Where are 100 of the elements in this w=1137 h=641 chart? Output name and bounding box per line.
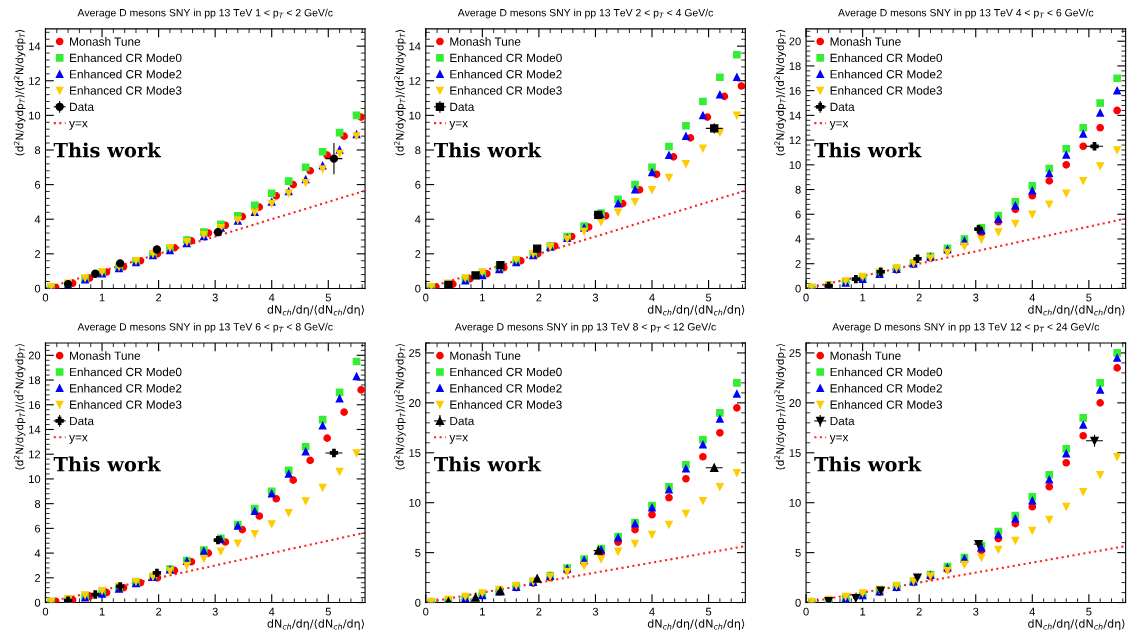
y-tick-label: 10	[29, 111, 41, 120]
legend-label: Enhanced CR Mode2	[70, 69, 182, 79]
legend-label: Enhanced CR Mode3	[450, 400, 562, 409]
y-tick-label: 2	[35, 250, 41, 258]
y-tick-label: 8	[34, 499, 41, 508]
y-tick-label: 10	[789, 498, 801, 507]
legend-label: y=x	[829, 121, 849, 130]
legend-label: Enhanced CR Mode3	[450, 86, 562, 95]
x-tick-label: 2	[916, 607, 922, 616]
y-tick-label: 14	[409, 42, 421, 51]
x-tick-label: 0	[803, 607, 809, 616]
y-tick-label: 6	[35, 180, 41, 189]
x-tick-label: 0	[42, 293, 49, 302]
legend-label: Enhanced CR Mode0	[830, 53, 943, 63]
x-axis-title: dN$_{ch}$/dη/⟨dN$_{ch}$/dη⟩	[267, 619, 364, 630]
y-tick-label: 6	[795, 210, 801, 219]
annotation: This work	[53, 142, 161, 158]
chart-title: Average D mesons SNY in pp 13 TeV 2 < p$_{T}$ < 4 GeV/c	[457, 8, 714, 19]
x-tick-label: 4	[268, 293, 275, 302]
x-tick-label: 4	[268, 607, 275, 616]
x-axis-title: dN$_{ch}$/dη/⟨dN$_{ch}$/dη⟩	[267, 305, 364, 316]
legend-label: Enhanced CR Mode2	[70, 383, 182, 393]
x-tick-label: 2	[156, 607, 162, 616]
y-tick-label: 15	[789, 449, 801, 457]
y-tick-label: 6	[415, 180, 421, 189]
y-tick-label: 5	[415, 549, 421, 557]
x-tick-label: 2	[156, 293, 162, 302]
legend-label: Monash Tune	[450, 351, 521, 360]
y-tick-label: 20	[789, 37, 801, 46]
y-tick-label: 4	[34, 215, 41, 224]
x-tick-label: 5	[705, 293, 712, 302]
annotation: This work	[433, 142, 542, 158]
legend-label: Monash Tune	[70, 351, 141, 360]
y-tick-label: 14	[29, 42, 41, 51]
y-tick-label: 0	[34, 284, 41, 293]
legend-label: Data	[450, 416, 475, 426]
y-tick-label: 12	[29, 77, 41, 85]
x-tick-label: 3	[973, 293, 979, 302]
y-tick-label: 8	[795, 185, 801, 194]
y-tick-label: 12	[409, 77, 421, 85]
x-tick-label: 3	[212, 293, 218, 302]
y-tick-label: 18	[789, 62, 801, 71]
y-tick-label: 0	[795, 284, 801, 293]
legend-label: Enhanced CR Mode2	[450, 383, 562, 393]
x-tick-label: 1	[99, 293, 105, 302]
legend-label: Monash Tune	[70, 37, 141, 46]
y-tick-label: 12	[29, 450, 41, 459]
text: (d$^{2}$N/dydp$_{T}$)/⟨d$^{2}$N/dydp$_{T}$⟩	[774, 343, 786, 470]
y-tick-label: 4	[34, 549, 41, 558]
y-tick-label: 14	[29, 425, 41, 434]
x-tick-label: 0	[423, 607, 429, 616]
y-tick-label: 8	[34, 146, 41, 155]
x-tick-label: 4	[1029, 607, 1036, 616]
chart-title: Average D mesons SNY in pp 13 TeV 6 < p$_{T}$ < 8 GeV/c	[77, 322, 333, 333]
legend-label: Data	[830, 416, 855, 426]
y-tick-label: 20	[789, 399, 801, 407]
y-tick-label: 4	[795, 235, 801, 244]
x-tick-label: 5	[1086, 607, 1092, 616]
legend-label: Data	[450, 102, 475, 112]
chart-title: Average D mesons SNY in pp 13 TeV 1 < p$_{T}$ < 2 GeV/c	[77, 8, 333, 19]
x-tick-label: 3	[592, 293, 599, 302]
y-tick-label: 20	[28, 351, 41, 360]
x-axis-title: dN$_{ch}$/dη/⟨dN$_{ch}$/dη⟩	[1028, 619, 1125, 630]
legend-label: Data	[70, 416, 95, 426]
y-tick-label: 20	[409, 399, 421, 407]
text: (d$^{2}$N/dydp$_{T}$)/⟨d$^{2}$N/dydp$_{T}$⟩	[394, 29, 406, 156]
x-tick-label: 5	[705, 607, 712, 616]
y-tick-label: 2	[415, 250, 421, 258]
y-tick-label: 10	[409, 111, 421, 120]
legend-label: y=x	[449, 121, 468, 130]
x-tick-label: 5	[325, 293, 331, 302]
legend-label: Enhanced CR Mode3	[830, 86, 943, 95]
annotation: This work	[53, 456, 161, 472]
x-tick-label: 3	[592, 607, 599, 616]
y-tick-label: 0	[795, 598, 801, 607]
y-tick-label: 0	[415, 598, 421, 607]
x-axis-title: dN$_{ch}$/dη/⟨dN$_{ch}$/dη⟩	[647, 619, 745, 630]
legend-label: Enhanced CR Mode3	[70, 86, 182, 95]
legend-label: Enhanced CR Mode3	[70, 400, 182, 409]
legend-label: Enhanced CR Mode2	[830, 69, 942, 79]
legend-label: Data	[70, 102, 95, 112]
y-tick-label: 2	[35, 574, 41, 582]
y-tick-label: 16	[29, 401, 41, 409]
x-tick-label: 0	[42, 607, 49, 616]
x-tick-label: 5	[1086, 293, 1092, 302]
chart-title: Average D mesons SNY in pp 13 TeV 4 < p$_{T}$ < 6 GeV/c	[838, 8, 1094, 19]
chart-title: Average D mesons SNY in pp 13 TeV 8 < p$_{T}$ < 12 GeV/c	[454, 322, 716, 333]
y-tick-label: 0	[415, 284, 421, 293]
annotation: This work	[814, 456, 922, 472]
text: (d$^{2}$N/dydp$_{T}$)/⟨d$^{2}$N/dydp$_{T}$⟩	[13, 29, 26, 156]
x-tick-label: 1	[480, 293, 485, 302]
annotation: This work	[814, 142, 922, 158]
x-tick-label: 3	[212, 607, 218, 616]
legend-label: Enhanced CR Mode3	[830, 400, 943, 409]
legend-label: Enhanced CR Mode0	[830, 367, 943, 377]
legend-label: Enhanced CR Mode0	[450, 53, 562, 63]
y-tick-label: 8	[415, 146, 421, 155]
text: (d$^{2}$N/dydp$_{T}$)/⟨d$^{2}$N/dydp$_{T}$⟩	[13, 343, 26, 470]
x-tick-label: 1	[860, 607, 866, 616]
legend-label: y=x	[69, 435, 88, 444]
